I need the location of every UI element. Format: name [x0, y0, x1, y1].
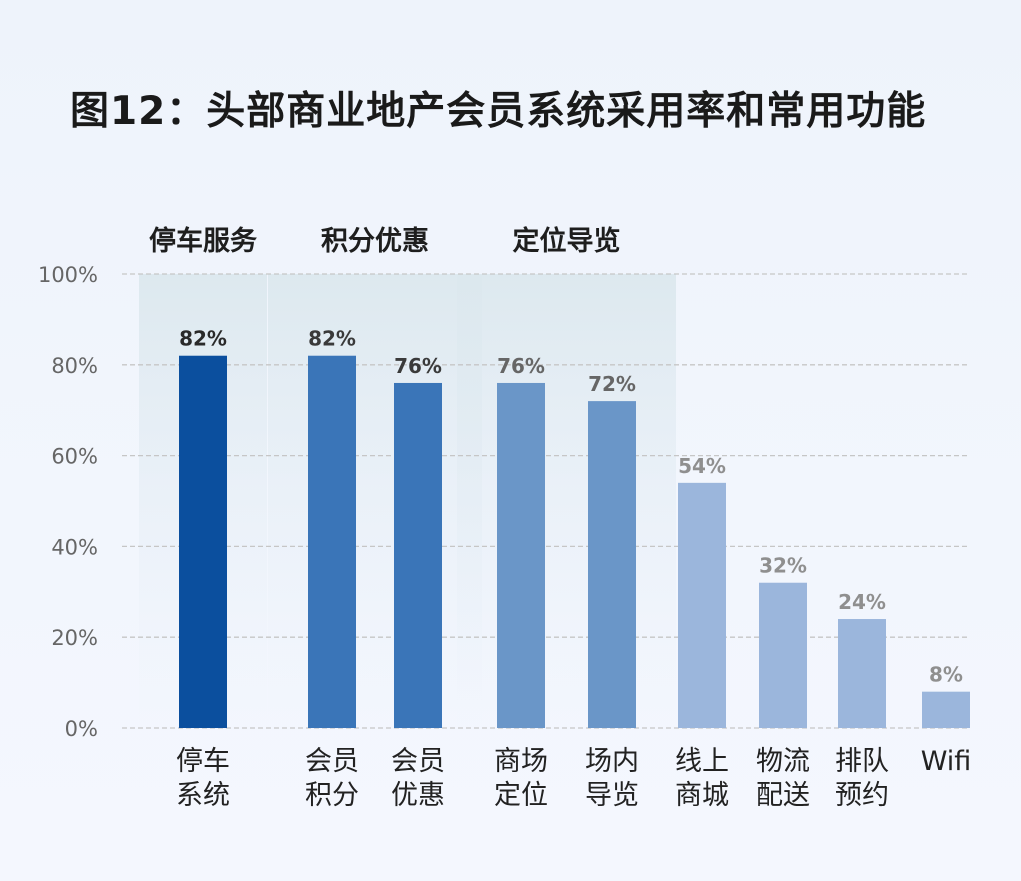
value-label-1: 82%: [308, 327, 356, 351]
value-label-7: 24%: [838, 590, 886, 614]
x-tick-label-1-0: 会员: [305, 746, 359, 777]
x-tick-label-6-0: 物流: [756, 746, 810, 777]
bar-3: [497, 382, 545, 728]
x-tick-label-2-0: 会员: [391, 746, 445, 777]
y-tick-label-3: 60%: [51, 445, 98, 469]
group-label-0: 停车服务: [149, 225, 257, 257]
bar-8: [922, 691, 970, 728]
x-tick-label-3-1: 定位: [494, 780, 548, 811]
y-tick-label-5: 100%: [38, 263, 98, 287]
bar-0: [179, 355, 227, 728]
y-tick-label-2: 40%: [51, 535, 98, 559]
x-tick-label-1-1: 积分: [305, 780, 359, 811]
bar-6: [759, 582, 807, 728]
bar-7: [838, 619, 886, 728]
chart-title: 图12：头部商业地产会员系统采用率和常用功能: [70, 89, 927, 134]
y-tick-label-1: 20%: [51, 626, 98, 650]
x-tick-label-4-1: 导览: [585, 780, 639, 811]
y-tick-label-0: 0%: [65, 717, 98, 741]
x-tick-label-7-0: 排队: [835, 746, 889, 777]
y-tick-label-4: 80%: [51, 354, 98, 378]
bar-5: [678, 482, 726, 728]
value-label-5: 54%: [678, 454, 726, 478]
bar-2: [394, 382, 442, 728]
x-tick-label-2-1: 优惠: [391, 780, 445, 811]
value-label-3: 76%: [497, 354, 545, 378]
group-band-2: [457, 274, 676, 728]
x-tick-label-5-1: 商城: [675, 780, 729, 811]
x-tick-label-0-0: 停车: [176, 746, 230, 777]
x-tick-label-3-0: 商场: [494, 746, 548, 777]
bar-4: [588, 401, 636, 728]
value-label-4: 72%: [588, 372, 636, 396]
value-label-0: 82%: [179, 327, 227, 351]
group-label-1: 积分优惠: [321, 226, 429, 257]
bar-1: [308, 355, 356, 728]
x-tick-label-4-0: 场内: [585, 746, 639, 777]
x-tick-label-0-1: 系统: [176, 780, 230, 811]
group-band-1: [268, 274, 482, 728]
x-tick-label-6-1: 配送: [756, 780, 810, 811]
x-tick-label-8-0: Wifi: [921, 746, 972, 777]
x-tick-label-7-1: 预约: [835, 780, 889, 811]
group-label-2: 定位导览: [513, 225, 621, 257]
x-tick-label-5-0: 线上: [675, 746, 729, 777]
value-label-8: 8%: [929, 663, 963, 687]
value-label-6: 32%: [759, 554, 807, 578]
value-label-2: 76%: [394, 354, 442, 378]
